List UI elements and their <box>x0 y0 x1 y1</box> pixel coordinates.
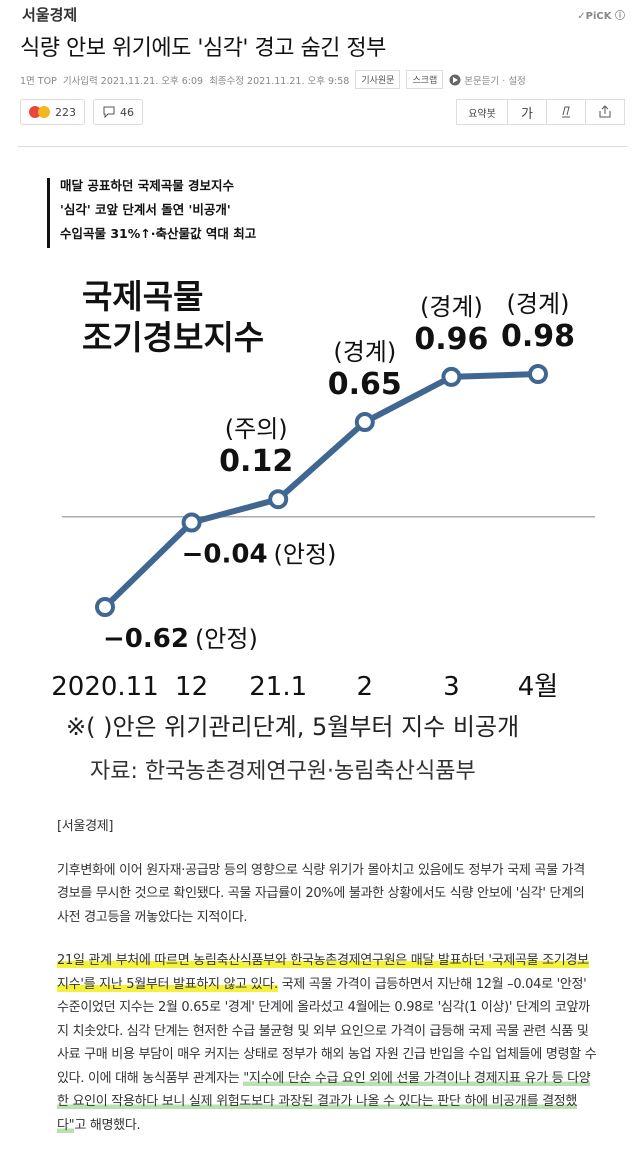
listen-button[interactable]: 본문듣기 · 설정 <box>449 73 526 87</box>
print-icon <box>562 106 570 118</box>
value-number: −0.62 <box>103 624 189 654</box>
paragraph: 21일 관계 부처에 따르면 농림축산식품부와 한국농촌경제연구원은 매달 발표… <box>57 949 597 1137</box>
paragraphs: 기후변화에 이어 원자재·공급망 등의 영향으로 식량 위기가 몰아치고 있음에… <box>57 859 597 1138</box>
chart-title: 국제곡물 <box>82 277 203 316</box>
scrap-button[interactable]: 스크랩 <box>406 70 444 89</box>
headline-line: '심각' 코앞 단계서 돌연 '비공개' <box>60 202 231 217</box>
value-label: 0.12 <box>219 444 293 479</box>
chart-source: 자료: 한국농촌경제연구원·농림축산식품부 <box>90 759 476 784</box>
value-label: −0.04 (안정) <box>182 540 337 570</box>
point <box>441 366 462 387</box>
point <box>354 412 375 433</box>
text: 국제 곡물 가격이 급등하면서 지난해 12월 –0.04로 '안정' 수준이었… <box>57 976 597 1086</box>
value-label: 0.65 <box>328 367 402 402</box>
modified: 최종수정 2021.11.21. 오후 9:58 <box>209 75 350 87</box>
point <box>268 489 289 510</box>
divider <box>18 146 627 147</box>
article-title: 식량 안보 위기에도 '심각' 경고 숨긴 정부 <box>20 36 386 61</box>
article-meta: 1면 TOP 기사입력 2021.11.21. 오후 6:09 최종수정 202… <box>20 70 526 89</box>
listen-text: 본문듣기 · 설정 <box>464 75 526 87</box>
reaction-button[interactable]: 223 <box>20 99 85 125</box>
x-tick-label: 12 <box>175 672 208 702</box>
comment-icon <box>103 106 115 119</box>
chart: 매달 공표하던 국제곡물 경보지수 '심각' 코앞 단계서 돌연 '비공개' 수… <box>47 178 595 784</box>
comment-button[interactable]: 46 <box>93 99 143 125</box>
headline-line: 매달 공표하던 국제곡물 경보지수 <box>60 178 235 193</box>
brand[interactable]: 서울경제 <box>22 6 78 24</box>
point <box>181 512 202 533</box>
stage-label: (안정) <box>274 541 337 569</box>
x-tick-label: 2020.11 <box>51 672 159 702</box>
value-number: −0.04 <box>182 540 268 570</box>
summary-button[interactable]: 요약봇 <box>456 99 508 125</box>
article-body: [서울경제] 기후변화에 이어 원자재·공급망 등의 영향으로 식량 위기가 몰… <box>57 815 597 1157</box>
tools: 요약봇 가 <box>456 99 625 125</box>
stage-label: (경계) <box>420 293 483 321</box>
stage-label: (안정) <box>195 625 258 653</box>
chart-note: ※( )안은 위기관리단계, 5월부터 지수 비공개 <box>66 713 519 741</box>
section[interactable]: 1면 TOP <box>20 75 57 87</box>
paragraph: 기후변화에 이어 원자재·공급망 등의 영향으로 식량 위기가 몰아치고 있음에… <box>57 859 597 930</box>
text: 고 해명했다. <box>74 1117 141 1133</box>
comment-count: 46 <box>120 105 134 119</box>
headline-bar <box>47 178 50 248</box>
stage-label: (경계) <box>507 290 570 318</box>
original-button[interactable]: 기사원문 <box>355 70 401 89</box>
reactions: 223 46 <box>20 99 143 125</box>
published: 기사입력 2021.11.21. 오후 6:09 <box>62 75 204 87</box>
headline-line: 수입곡물 31%↑·축산물값 역대 최고 <box>60 226 257 241</box>
point <box>95 597 115 617</box>
listen-icon <box>449 74 461 85</box>
point <box>528 364 548 384</box>
x-tick-label: 21.1 <box>249 672 307 702</box>
chart-title: 조기경보지수 <box>82 318 264 357</box>
share-button[interactable] <box>585 99 625 125</box>
value-label: −0.62 (안정) <box>103 624 258 654</box>
byline: [서울경제] <box>57 819 114 834</box>
font-button[interactable]: 가 <box>507 99 547 125</box>
value-label: 0.98 <box>501 319 575 354</box>
x-tick-label: 2 <box>357 672 374 702</box>
print-button[interactable] <box>546 99 586 125</box>
stage-label: (주의) <box>225 415 288 443</box>
reaction-icon <box>29 106 50 118</box>
reaction-count: 223 <box>55 105 76 119</box>
pick-badge[interactable]: ✓PiCK ⓘ <box>577 11 625 22</box>
line <box>102 371 539 610</box>
x-tick-label: 4월 <box>518 672 558 702</box>
share-icon <box>599 105 611 118</box>
text: 기후변화에 이어 원자재·공급망 등의 영향으로 식량 위기가 몰아치고 있음에… <box>57 862 585 925</box>
value-label: 0.96 <box>414 322 488 357</box>
pick-text: PiCK <box>585 11 612 22</box>
stage-label: (경계) <box>333 338 396 366</box>
plot: 2020.11−0.62 (안정)12−0.04 (안정)21.1(주의)0.122… <box>51 290 595 702</box>
x-tick-label: 3 <box>443 672 460 702</box>
